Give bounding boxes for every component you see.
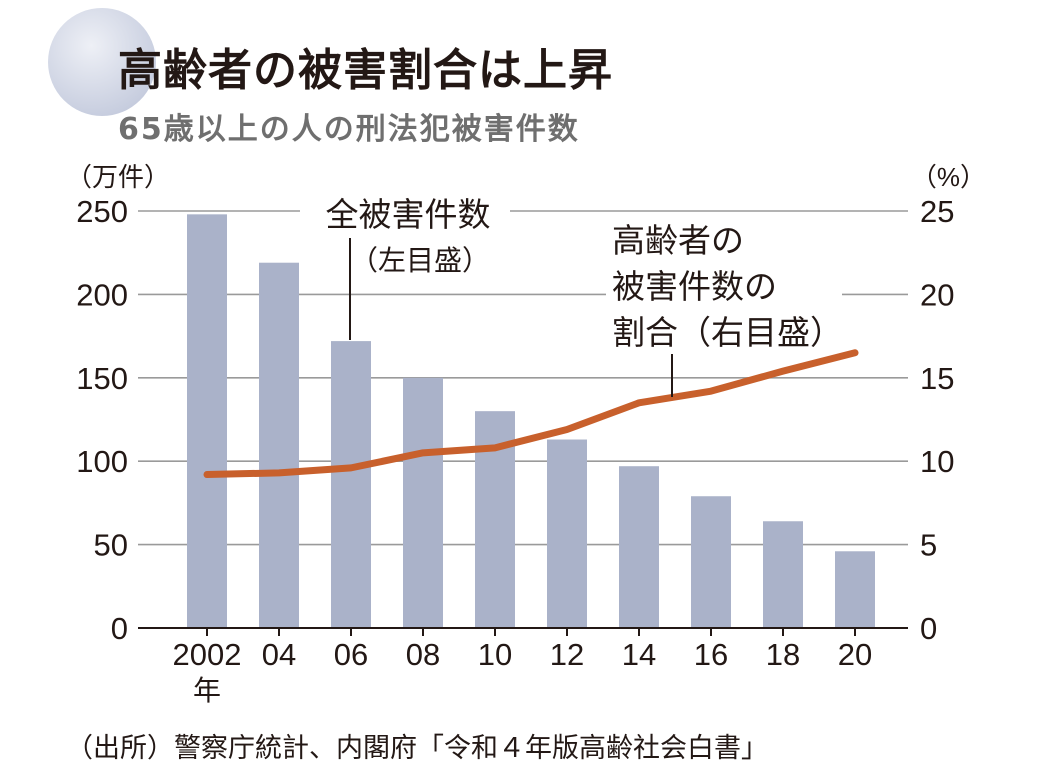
line-series [203,349,859,479]
annotation-backdrop [300,190,510,280]
source-note: （出所）警察庁統計、内閣府「令和４年版高齢社会白書」 [66,733,768,764]
chart-title: 高齢者の被害割合は上昇 [118,45,613,96]
left-tick-label: 50 [94,528,128,563]
x-tick-label: 04 [262,637,296,672]
left-tick-label: 150 [76,361,128,396]
bar [835,551,875,628]
bar [691,496,731,628]
bar [403,377,443,628]
bar [259,262,299,628]
bar [547,439,587,628]
right-tick-label: 10 [920,444,954,479]
x-tick-label: 20 [838,637,872,672]
right-tick-label: 15 [920,361,954,396]
annotation-bar-sub: （左目盛） [350,245,490,276]
annotation-line-1: 高齢者の [612,222,744,259]
x-year-suffix: 年 [193,675,221,706]
right-tick-label: 20 [920,277,954,312]
annotation-line-2: 被害件数の [612,268,777,305]
x-tick-label: 10 [478,637,512,672]
chart-subtitle: 65歳以上の人の刑法犯被害件数 [118,112,580,147]
x-tick-label: 18 [766,637,800,672]
bar [619,466,659,628]
left-axis-unit: （万件） [66,162,170,192]
left-tick-label: 200 [76,277,128,312]
x-tick-label: 08 [406,637,440,672]
x-tick-label: 12 [550,637,584,672]
bar [187,214,227,628]
right-tick-label: 0 [920,611,937,646]
right-tick-label: 5 [920,528,937,563]
bar [331,341,371,628]
x-tick-label: 16 [694,637,728,672]
x-tick-label: 2002 [173,637,242,672]
x-tick-label: 06 [334,637,368,672]
left-tick-label: 0 [111,611,128,646]
left-tick-label: 250 [76,194,128,229]
annotation-backdrop [606,222,842,352]
left-tick-label: 100 [76,444,128,479]
bar [763,521,803,628]
x-tick-label: 14 [622,637,656,672]
right-tick-label: 25 [920,194,954,229]
annotation-line-3: 割合（右目盛） [612,314,843,351]
decorative-circle [48,8,156,116]
annotation-bar-title: 全被害件数 [326,196,491,233]
right-axis-unit: （%） [911,162,986,192]
